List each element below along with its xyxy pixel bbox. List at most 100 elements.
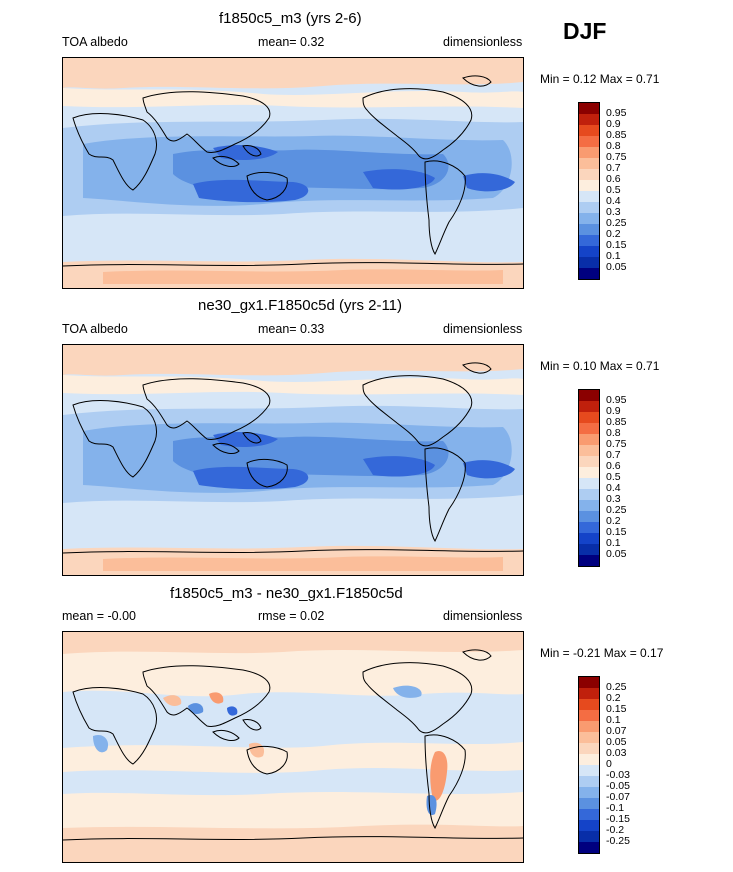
colorbar-swatches bbox=[578, 676, 600, 854]
colorbar-swatches bbox=[578, 389, 600, 567]
colorbar-tick-label: 0.3 bbox=[606, 493, 621, 505]
panel-1-units-label: dimensionless bbox=[443, 35, 523, 49]
colorbar-tick-label: 0.25 bbox=[606, 504, 627, 516]
colorbar-swatch bbox=[579, 478, 599, 489]
panel-3-map bbox=[62, 631, 524, 863]
colorbar-swatch bbox=[579, 798, 599, 809]
colorbar-tick-label: 0.05 bbox=[606, 736, 627, 748]
colorbar-swatch bbox=[579, 511, 599, 522]
colorbar-swatch bbox=[579, 423, 599, 434]
coastline bbox=[362, 375, 473, 447]
colorbar-tick-label: 0.5 bbox=[606, 184, 621, 196]
contour-region bbox=[63, 222, 523, 261]
colorbar-swatch bbox=[579, 831, 599, 842]
colorbar-swatch bbox=[579, 688, 599, 699]
colorbar-swatch bbox=[579, 125, 599, 136]
colorbar-swatch bbox=[579, 732, 599, 743]
colorbar-tick-label: 0.85 bbox=[606, 129, 627, 141]
coastline bbox=[63, 262, 523, 267]
panel-2-minmax: Min = 0.10 Max = 0.71 bbox=[540, 359, 660, 373]
coastline bbox=[362, 662, 473, 734]
colorbar-tick-label: 0.1 bbox=[606, 250, 621, 262]
colorbar-tick-label: 0.3 bbox=[606, 206, 621, 218]
contour-region bbox=[363, 456, 435, 477]
colorbar-swatch bbox=[579, 522, 599, 533]
panel-2-map bbox=[62, 344, 524, 576]
colorbar-swatch bbox=[579, 103, 599, 114]
contour-region bbox=[213, 432, 278, 447]
contour-region bbox=[63, 345, 523, 376]
colorbar-swatch bbox=[579, 787, 599, 798]
contour-region bbox=[193, 179, 309, 203]
contour-region bbox=[193, 466, 309, 490]
colorbar-swatch bbox=[579, 489, 599, 500]
panel-1-title: f1850c5_m3 (yrs 2-6) bbox=[219, 10, 362, 27]
coastline bbox=[246, 171, 288, 201]
colorbar-tick-label: 0.4 bbox=[606, 482, 621, 494]
colorbar-swatch bbox=[579, 445, 599, 456]
colorbar-swatch bbox=[579, 754, 599, 765]
colorbar-tick-label: 0.1 bbox=[606, 714, 621, 726]
panel-2-title: ne30_gx1.F1850c5d (yrs 2-11) bbox=[198, 297, 403, 314]
colorbar-tick-label: -0.03 bbox=[606, 769, 630, 781]
panel-1-mean-label: mean= 0.32 bbox=[258, 35, 325, 49]
colorbar-swatch bbox=[579, 677, 599, 688]
coastline bbox=[212, 729, 240, 741]
colorbar-swatches bbox=[578, 102, 600, 280]
colorbar-swatch bbox=[579, 235, 599, 246]
colorbar-tick-label: 0.8 bbox=[606, 140, 621, 152]
panel-3-minmax: Min = -0.21 Max = 0.17 bbox=[540, 646, 664, 660]
coastline bbox=[142, 378, 271, 440]
contour-region bbox=[63, 375, 523, 395]
colorbar-tick-label: 0.15 bbox=[606, 526, 627, 538]
colorbar-tick-label: 0.15 bbox=[606, 239, 627, 251]
coastline bbox=[424, 734, 466, 829]
coastline bbox=[462, 362, 492, 374]
panel-2-variable-label: TOA albedo bbox=[62, 322, 128, 336]
colorbar-swatch bbox=[579, 257, 599, 268]
coastline bbox=[246, 745, 288, 775]
contour-region bbox=[209, 692, 224, 704]
colorbar-tick-label: 0.6 bbox=[606, 173, 621, 185]
colorbar-tick-label: 0.07 bbox=[606, 725, 627, 737]
colorbar-swatch bbox=[579, 820, 599, 831]
colorbar-swatch bbox=[579, 224, 599, 235]
contour-region bbox=[227, 706, 238, 716]
contour-region bbox=[363, 169, 435, 190]
colorbar-swatch bbox=[579, 456, 599, 467]
panel-3-mean-label: mean = -0.00 bbox=[62, 609, 137, 623]
coastline bbox=[462, 649, 492, 661]
season-label: DJF bbox=[563, 18, 607, 44]
colorbar-tick-label: 0.95 bbox=[606, 394, 627, 406]
colorbar-swatch bbox=[579, 533, 599, 544]
panel-1-variable-label: TOA albedo bbox=[62, 35, 128, 49]
contour-region bbox=[63, 690, 523, 748]
panel-1-map bbox=[62, 57, 524, 289]
colorbar-tick-label: -0.07 bbox=[606, 791, 630, 803]
coastline bbox=[424, 160, 466, 255]
colorbar-tick-label: 0.8 bbox=[606, 427, 621, 439]
colorbar-tick-label: 0.75 bbox=[606, 151, 627, 163]
colorbar-tick-label: 0.2 bbox=[606, 515, 621, 527]
coastline bbox=[246, 458, 288, 488]
coastline bbox=[212, 442, 240, 454]
colorbar-swatch bbox=[579, 390, 599, 401]
colorbar-tick-label: 0.03 bbox=[606, 747, 627, 759]
colorbar-tick-label: -0.2 bbox=[606, 824, 625, 836]
colorbar-tick-label: 0.25 bbox=[606, 681, 627, 693]
panel-3-units-label: dimensionless bbox=[443, 609, 523, 623]
colorbar-swatch bbox=[579, 412, 599, 423]
colorbar-swatch bbox=[579, 434, 599, 445]
colorbar-swatch bbox=[579, 467, 599, 478]
coastline bbox=[72, 400, 157, 478]
coastline bbox=[462, 75, 492, 87]
coastline bbox=[362, 88, 473, 160]
colorbar-tick-label: 0.9 bbox=[606, 118, 621, 130]
coastline bbox=[242, 145, 262, 157]
contour-region bbox=[430, 750, 448, 801]
coastline bbox=[242, 719, 262, 731]
colorbar-swatch bbox=[579, 500, 599, 511]
panel-2-mean-label: mean= 0.33 bbox=[258, 322, 325, 336]
contour-region bbox=[163, 695, 182, 706]
colorbar-tick-label: 0.05 bbox=[606, 548, 627, 560]
